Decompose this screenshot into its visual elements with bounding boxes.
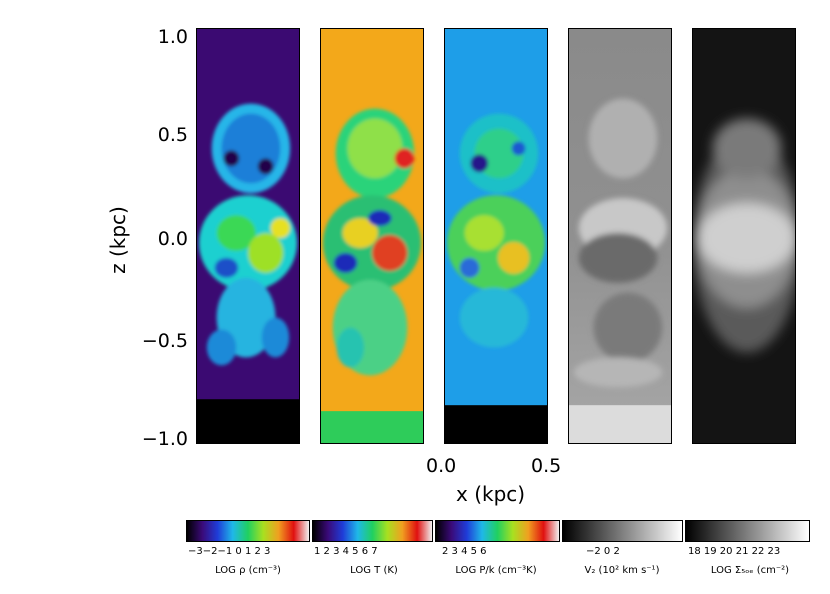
- x-axis-label: x (kpc): [456, 482, 526, 506]
- density-colorbar-label: LOG ρ (cm⁻³): [215, 565, 281, 576]
- x-tick-label: 0.5: [531, 455, 562, 477]
- column-density-colorbar-ticks: 18 19 20 21 22 23: [688, 546, 781, 557]
- temperature-colorbar-label: LOG T (K): [350, 565, 398, 576]
- velocity-colorbar-ticks: −2 0 2: [586, 546, 620, 557]
- pressure-panel: [444, 28, 548, 444]
- y-tick-label: 0.0: [157, 228, 188, 250]
- pressure-colorbar: [435, 520, 560, 542]
- density-panel: [196, 28, 300, 444]
- column-density-colorbar-label: LOG Σ₅ₒₑ (cm⁻²): [710, 565, 790, 576]
- pressure-colorbar-ticks: 2 3 4 5 6: [442, 546, 487, 557]
- density-colorbar: [186, 520, 310, 542]
- temperature-panel: [320, 28, 424, 444]
- temperature-colorbar: [312, 520, 433, 542]
- temperature-colorbar-ticks: 1 2 3 4 5 6 7: [314, 546, 378, 557]
- pressure-colorbar-label: LOG P/k (cm⁻³K): [455, 565, 537, 576]
- y-tick-label: −1.0: [141, 428, 188, 450]
- velocity-colorbar: [562, 520, 683, 542]
- y-tick-label: 0.5: [157, 124, 188, 146]
- density-colorbar-ticks: −3−2−1 0 1 2 3: [188, 546, 271, 557]
- column-density-colorbar: [685, 520, 810, 542]
- velocity-panel: [568, 28, 672, 444]
- column-density-panel: [692, 28, 796, 444]
- x-tick-label: 0.0: [426, 455, 457, 477]
- velocity-colorbar-label: V₂ (10² km s⁻¹): [584, 565, 660, 576]
- y-tick-label: 1.0: [157, 26, 188, 48]
- y-tick-label: −0.5: [141, 330, 188, 352]
